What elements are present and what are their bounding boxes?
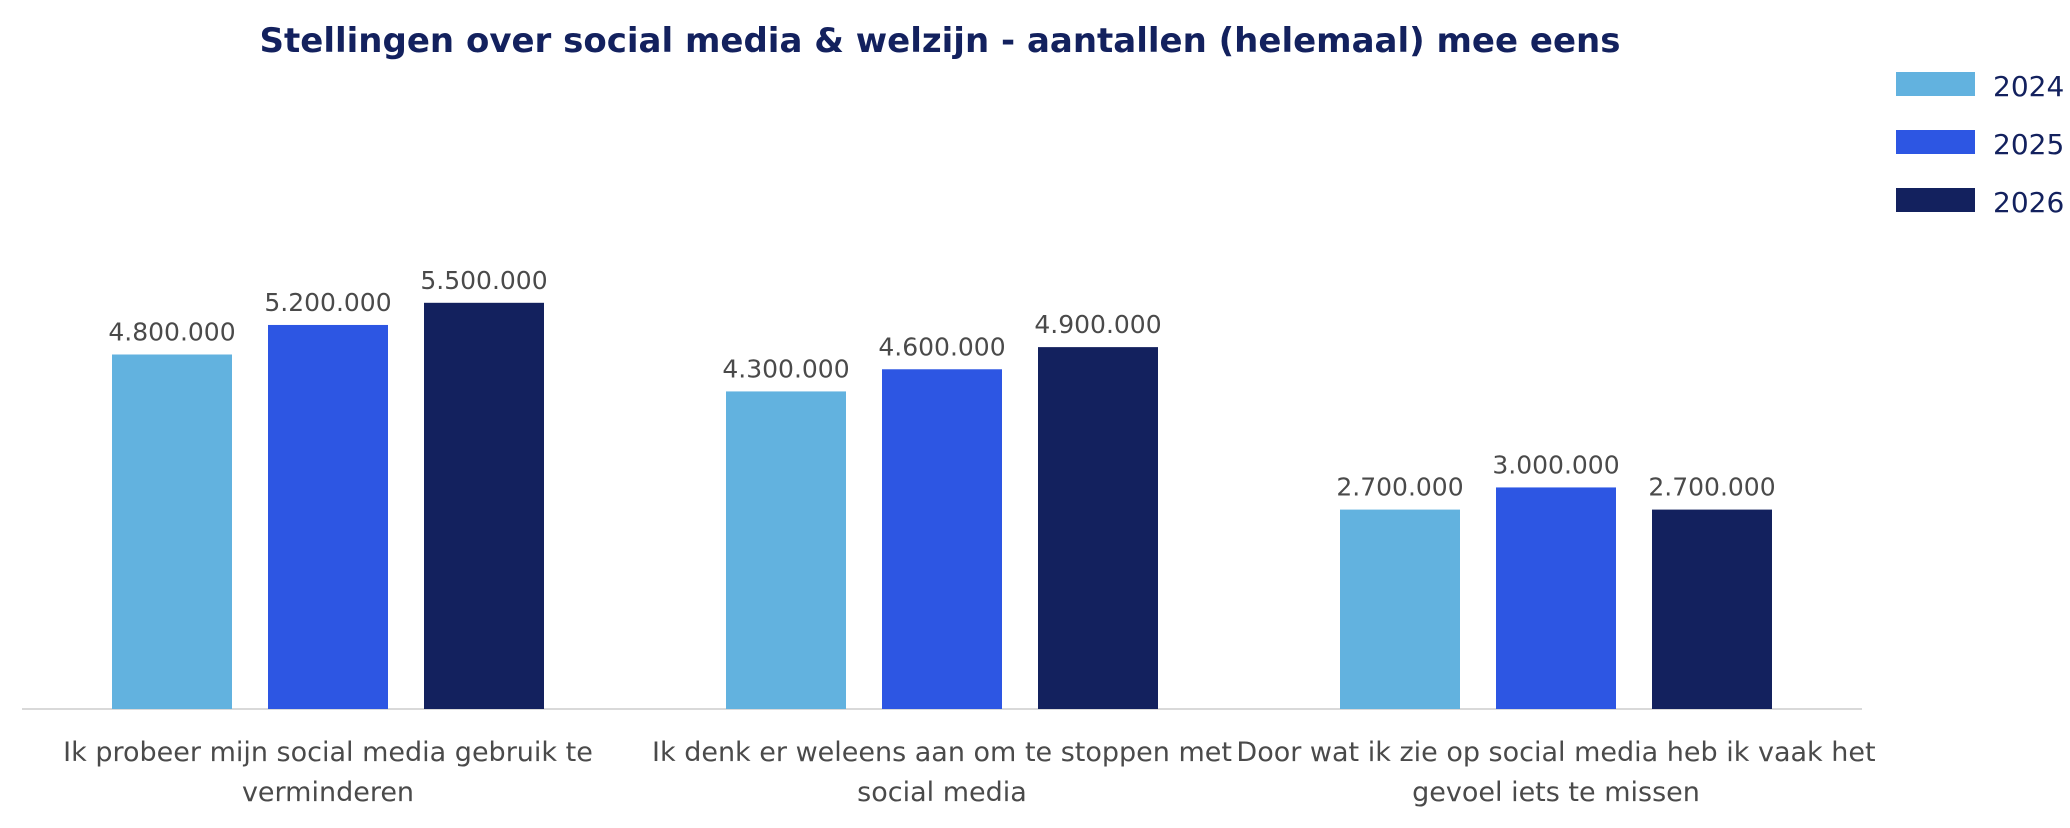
bars-group: 4.800.000 4.300.000 2.700.000 5.200.000 4.60… (108, 266, 1776, 709)
bar-2025-category-3 (1496, 487, 1616, 709)
data-label-2025-category-1: 5.200.000 (264, 288, 391, 317)
data-label-2024-category-1: 4.800.000 (108, 318, 235, 347)
data-label-2026-category-2: 4.900.000 (1034, 310, 1161, 339)
category-label-1-line-2: verminderen (242, 777, 414, 808)
legend[interactable]: 2024 2025 2026 (1896, 70, 2064, 219)
bar-2025-category-1 (268, 324, 388, 709)
category-label-2-line-2: social media (857, 777, 1027, 808)
category-label-3-line-2: gevoel iets te missen (1412, 777, 1700, 808)
bar-2025-category-2 (882, 369, 1002, 709)
legend-swatch-2026 (1896, 188, 1975, 212)
category-label-2-line-1: Ik denk er weleens aan om te stoppen met (652, 737, 1232, 768)
data-label-2025-category-2: 4.600.000 (878, 332, 1005, 361)
data-label-2024-category-3: 2.700.000 (1336, 473, 1463, 502)
data-label-2026-category-3: 2.700.000 (1648, 473, 1775, 502)
category-label-3-line-1: Door wat ik zie op social media heb ik v… (1236, 737, 1875, 768)
bar-2024-category-2 (726, 391, 846, 709)
legend-swatch-2024 (1896, 72, 1975, 96)
data-label-2024-category-2: 4.300.000 (722, 354, 849, 383)
bar-2024-category-3 (1340, 509, 1460, 709)
category-labels: Ik probeer mijn social media gebruik te v… (63, 737, 1875, 808)
legend-label-2024[interactable]: 2024 (1993, 70, 2064, 103)
bar-2024-category-1 (112, 354, 232, 709)
bar-2026-category-1 (424, 302, 544, 709)
data-label-2025-category-3: 3.000.000 (1492, 450, 1619, 479)
legend-swatch-2025 (1896, 130, 1975, 154)
category-label-1-line-1: Ik probeer mijn social media gebruik te (63, 737, 593, 768)
legend-label-2026[interactable]: 2026 (1993, 186, 2064, 219)
chart-title: Stellingen over social media & welzijn -… (260, 21, 1621, 61)
bar-2026-category-3 (1652, 509, 1772, 709)
data-label-2026-category-1: 5.500.000 (420, 266, 547, 295)
bar-2026-category-2 (1038, 347, 1158, 709)
legend-label-2025[interactable]: 2025 (1993, 128, 2064, 161)
